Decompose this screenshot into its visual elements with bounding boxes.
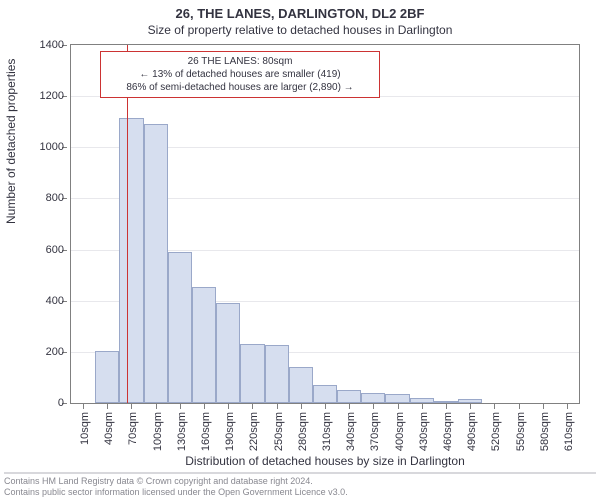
x-tick (373, 404, 374, 409)
annotation-line2: ← 13% of detached houses are smaller (41… (107, 68, 373, 81)
x-tick (543, 404, 544, 409)
x-tick (83, 404, 84, 409)
x-tick (180, 404, 181, 409)
plot-area (70, 44, 580, 404)
x-tick (107, 404, 108, 409)
footer: Contains HM Land Registry data © Crown c… (4, 472, 596, 499)
histogram-bar (337, 390, 361, 403)
y-tick-label: 400 (46, 295, 64, 307)
chart-subtitle: Size of property relative to detached ho… (0, 21, 600, 37)
histogram-bar (410, 398, 434, 403)
property-marker-line (127, 45, 128, 403)
histogram-bar (192, 287, 216, 403)
footer-line2: Contains public sector information licen… (4, 487, 596, 498)
x-tick (567, 404, 568, 409)
histogram-bar (240, 344, 264, 403)
x-tick (422, 404, 423, 409)
annotation-box: 26 THE LANES: 80sqm ← 13% of detached ho… (100, 51, 380, 98)
histogram-bar (119, 118, 143, 403)
x-tick (470, 404, 471, 409)
footer-line1: Contains HM Land Registry data © Crown c… (4, 476, 596, 487)
x-tick (446, 404, 447, 409)
x-tick (204, 404, 205, 409)
x-tick (519, 404, 520, 409)
histogram-bar (434, 401, 458, 403)
histogram-bar (168, 252, 192, 403)
histogram-bar (361, 393, 385, 403)
x-tick (277, 404, 278, 409)
y-tick-label: 0 (58, 397, 64, 409)
x-tick (156, 404, 157, 409)
y-tick-label: 800 (46, 192, 64, 204)
x-tick (131, 404, 132, 409)
histogram-bar (216, 303, 240, 403)
histogram-bar (265, 345, 289, 403)
histogram-bar (313, 385, 337, 403)
x-tick (252, 404, 253, 409)
x-tick (398, 404, 399, 409)
y-tick-label: 1200 (40, 90, 64, 102)
histogram-bar (458, 399, 482, 403)
histogram-bar (289, 367, 313, 403)
x-tick (301, 404, 302, 409)
y-tick-label: 1400 (40, 39, 64, 51)
annotation-line3: 86% of semi-detached houses are larger (… (107, 81, 373, 94)
histogram-bar (144, 124, 168, 403)
histogram-bar (95, 351, 119, 403)
y-axis-label: Number of detached properties (4, 59, 18, 224)
x-axis-label: Distribution of detached houses by size … (70, 454, 580, 468)
histogram-bar (385, 394, 409, 403)
annotation-line1: 26 THE LANES: 80sqm (107, 55, 373, 68)
x-tick (325, 404, 326, 409)
y-tick-label: 600 (46, 244, 64, 256)
chart-container: 26, THE LANES, DARLINGTON, DL2 2BF Size … (0, 0, 600, 500)
y-tick-label: 1000 (40, 141, 64, 153)
x-tick (349, 404, 350, 409)
y-tick-label: 200 (46, 346, 64, 358)
x-tick (494, 404, 495, 409)
chart-title: 26, THE LANES, DARLINGTON, DL2 2BF (0, 0, 600, 21)
x-tick (228, 404, 229, 409)
